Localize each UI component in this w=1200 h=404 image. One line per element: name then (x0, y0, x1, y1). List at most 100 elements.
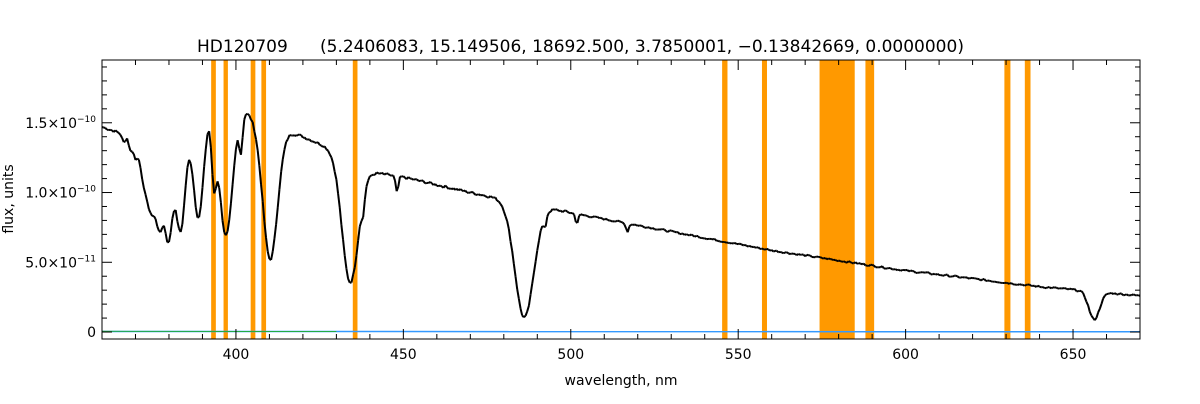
x-tick-label: 550 (725, 347, 752, 363)
spectrum-segment (423, 181, 425, 183)
spectrum-segment (984, 279, 986, 281)
spectrum-segment (715, 239, 717, 241)
spectrum-segment (929, 273, 931, 275)
y-tick-exponent: −10 (77, 115, 96, 125)
spectrum-segment (117, 132, 119, 133)
spectrum-segment (1075, 289, 1077, 291)
spectrum-segment (1115, 293, 1117, 294)
masked-region (211, 60, 216, 339)
spectrum-segment (115, 130, 117, 131)
spectrum-segment (1030, 285, 1032, 286)
spectrum-segment (705, 238, 707, 239)
spectrum-segment (869, 265, 871, 266)
masked-region (224, 60, 228, 339)
spectrum-segment (914, 271, 916, 273)
spectrum-segment (991, 281, 993, 282)
spectrum-segment (418, 181, 420, 182)
spectrum-segment (636, 225, 638, 226)
spectrum-segment (377, 172, 379, 173)
spectrum-segment (479, 194, 481, 195)
spectrum-segment (290, 135, 292, 136)
spectrum-segment (403, 176, 405, 178)
spectrum-segment (901, 270, 903, 271)
spectrum-segment (1011, 283, 1013, 284)
spectrum-segment (1068, 289, 1070, 290)
spectrum-segment (718, 241, 720, 242)
masked-region (865, 60, 874, 339)
spectrum-segment (130, 151, 132, 152)
spectrum-segment (300, 135, 302, 136)
spectrum-segment (872, 265, 874, 266)
spectrum-segment (745, 245, 747, 246)
spectrum-segment (1103, 296, 1105, 299)
spectrum-segment (698, 236, 700, 238)
spectrum-segment (844, 261, 846, 262)
masked-region (722, 60, 727, 339)
spectrum-segment (1006, 283, 1008, 284)
spectrum-segment (790, 253, 792, 254)
spectrum-segment (313, 141, 315, 142)
spectrum-segment (315, 142, 317, 143)
spectrum-segment (1051, 287, 1053, 288)
spectrum-segment (646, 227, 648, 228)
spectrum-segment (777, 251, 779, 253)
spectrum-segment (1118, 293, 1120, 294)
spectrum-segment (663, 229, 665, 230)
spectrum-segment (385, 173, 387, 174)
spectrum-segment (807, 255, 809, 256)
masked-region (251, 60, 256, 339)
spectrum-segment (326, 149, 328, 150)
spectrum-segment (301, 135, 303, 138)
spectrum-segment (644, 227, 646, 228)
spectrum-segment (732, 243, 734, 244)
masked-region (820, 60, 855, 339)
spectrum-segment (810, 255, 812, 257)
spectrum-segment (882, 266, 884, 268)
spectrum-segment (857, 263, 859, 264)
x-axis-title: wavelength, nm (565, 373, 678, 389)
spectrum-segment (947, 275, 949, 277)
spectrum-segment (567, 212, 569, 213)
spectrum-segment (783, 253, 785, 254)
spectrum-segment (673, 231, 675, 232)
spectrum-segment (618, 221, 620, 222)
spectrum-segment (542, 226, 544, 227)
spectrum-segment (958, 276, 960, 277)
spectrum-segment (132, 152, 134, 154)
spectrum-segment (981, 279, 983, 280)
spectrum-segment (430, 182, 432, 183)
spectrum-segment (251, 120, 253, 122)
spectrum-segment (472, 192, 474, 193)
spectrum-segment (611, 221, 613, 222)
spectrum-segment (320, 145, 322, 146)
spectrum-segment (445, 185, 447, 187)
spectrum-segment (598, 217, 600, 218)
spectrum-segment (549, 212, 551, 213)
spectrum-segment (937, 274, 939, 275)
spectrum-segment (137, 159, 139, 160)
spectrum-segment (566, 210, 568, 211)
x-tick-label: 400 (223, 347, 250, 363)
y-tick-mantissa: 1.0×10 (25, 186, 77, 202)
spectrum-segment (740, 244, 742, 245)
spectrum-segment (586, 215, 588, 216)
spectrum-segment (601, 218, 603, 219)
spectrum-segment (675, 232, 677, 233)
spectrum-segment (485, 196, 487, 197)
spectrum-segment (1122, 294, 1124, 296)
spectrum-segment (608, 220, 610, 221)
spectrum-segment (952, 276, 954, 277)
spectrum-segment (524, 316, 526, 318)
spectrum-segment (500, 204, 502, 206)
masked-region (1025, 60, 1031, 339)
spectrum-segment (753, 247, 755, 248)
spectrum-segment (742, 244, 744, 245)
spectrum-segment (552, 209, 554, 210)
spectrum-segment (382, 173, 384, 174)
y-axis-title: flux, units (1, 164, 17, 233)
spectrum-segment (497, 201, 499, 202)
spectrum-segment (944, 275, 946, 276)
chart-title-parameters: (5.2406083, 15.149506, 18692.500, 3.7850… (320, 37, 964, 57)
